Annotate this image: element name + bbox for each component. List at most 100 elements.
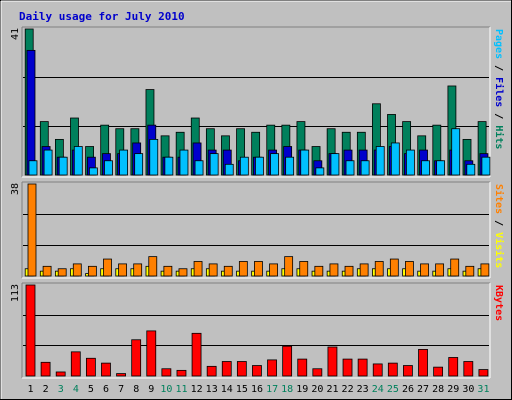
bar-pages-day-26	[406, 149, 415, 176]
day-label-24: 24	[372, 384, 384, 395]
day-label-5: 5	[88, 384, 94, 395]
panel-2-legend: KBytes	[493, 285, 504, 321]
bar-kbytes-day-1	[25, 284, 36, 377]
bar-pages-day-18	[285, 156, 295, 176]
bar-sites-day-26	[405, 261, 414, 277]
bar-kbytes-day-17	[267, 359, 277, 377]
bar-pages-day-13	[209, 153, 219, 176]
bar-kbytes-day-30	[463, 361, 474, 377]
day-label-2: 2	[43, 384, 49, 395]
panel-0-legend-item: Pages	[493, 29, 504, 59]
bar-sites-day-23	[359, 263, 369, 277]
bar-pages-day-12	[194, 160, 204, 176]
bar-kbytes-day-7	[116, 373, 126, 377]
day-label-18: 18	[281, 384, 293, 395]
panel-0-legend-item: /	[493, 107, 504, 125]
bar-kbytes-day-16	[252, 365, 262, 377]
bar-sites-day-24	[374, 261, 384, 277]
bar-sites-day-4	[72, 263, 82, 277]
bar-pages-day-24	[375, 146, 385, 176]
panel-0-ymax-label: 41	[10, 28, 21, 40]
bar-sites-day-1	[27, 183, 37, 277]
day-label-16: 16	[251, 384, 263, 395]
day-label-12: 12	[191, 384, 203, 395]
chart-title: Daily usage for July 2010	[19, 10, 185, 23]
day-label-14: 14	[221, 384, 233, 395]
bar-pages-day-19	[300, 149, 310, 176]
bar-pages-day-16	[255, 156, 264, 176]
day-label-4: 4	[73, 384, 79, 395]
panel-0-legend-item: Hits	[493, 125, 505, 149]
bar-sites-day-21	[329, 263, 339, 277]
bar-sites-day-25	[389, 258, 399, 277]
bar-kbytes-day-9	[146, 330, 157, 377]
panel-1-legend-item: Visits	[493, 232, 505, 268]
bar-kbytes-day-23	[357, 358, 368, 377]
bar-pages-day-6	[104, 160, 113, 176]
bar-pages-day-22	[345, 160, 355, 176]
bar-pages-day-28	[436, 160, 446, 176]
bar-pages-day-7	[119, 149, 128, 176]
bar-sites-day-18	[284, 256, 294, 277]
day-label-11: 11	[175, 384, 187, 395]
day-label-13: 13	[206, 384, 218, 395]
bar-kbytes-day-22	[342, 358, 353, 377]
bar-sites-day-22	[344, 265, 354, 277]
bar-sites-day-10	[163, 265, 173, 277]
bar-pages-day-25	[390, 142, 400, 176]
bar-sites-day-7	[118, 263, 127, 277]
bar-sites-day-28	[435, 263, 445, 277]
day-label-31: 31	[477, 384, 489, 395]
bar-pages-day-10	[164, 156, 174, 176]
panel-1-legend-item: /	[493, 214, 504, 232]
day-label-10: 10	[160, 384, 172, 395]
day-label-1: 1	[28, 384, 34, 395]
bar-kbytes-day-29	[448, 357, 459, 377]
bar-kbytes-day-13	[206, 365, 217, 377]
bar-sites-day-19	[299, 261, 309, 277]
bar-sites-day-6	[103, 258, 112, 277]
panel-0-legend-item: Files	[493, 77, 505, 107]
day-label-22: 22	[342, 384, 354, 395]
bar-sites-day-31	[480, 263, 490, 277]
panel-1-ymax-label: 38	[10, 183, 21, 195]
bar-kbytes-day-26	[403, 365, 413, 377]
bar-files-day-1	[26, 49, 36, 176]
bar-pages-day-17	[270, 153, 279, 176]
bar-sites-day-12	[193, 261, 203, 277]
bar-pages-day-30	[466, 163, 476, 176]
bar-kbytes-day-11	[176, 369, 187, 377]
day-label-23: 23	[357, 384, 369, 395]
bar-kbytes-day-8	[131, 339, 142, 377]
bar-sites-day-8	[133, 263, 143, 277]
day-label-19: 19	[296, 384, 308, 395]
bar-pages-day-31	[481, 156, 491, 176]
panel-0-legend: Pages / Files / Hits	[493, 29, 505, 149]
bar-sites-day-9	[148, 256, 158, 277]
bar-kbytes-day-10	[161, 368, 172, 377]
bar-sites-day-3	[57, 268, 67, 277]
bar-kbytes-day-25	[387, 362, 398, 377]
bar-kbytes-day-12	[191, 332, 202, 377]
day-label-30: 30	[462, 384, 474, 395]
bar-kbytes-day-18	[282, 345, 293, 377]
bar-kbytes-day-24	[372, 363, 383, 377]
day-label-20: 20	[311, 384, 323, 395]
panel-1-legend-item: Sites	[493, 184, 505, 214]
bar-kbytes-day-20	[312, 368, 323, 377]
day-label-8: 8	[133, 384, 139, 395]
bar-sites-day-27	[420, 263, 429, 277]
day-label-9: 9	[148, 384, 154, 395]
day-label-21: 21	[326, 384, 338, 395]
bar-kbytes-day-3	[55, 371, 66, 377]
day-label-28: 28	[432, 384, 444, 395]
bar-pages-day-29	[451, 128, 461, 176]
day-label-26: 26	[402, 384, 414, 395]
bar-pages-day-2	[43, 149, 53, 176]
bar-kbytes-day-6	[101, 362, 111, 377]
panel-2-ymax-label: 113	[10, 284, 21, 302]
bar-kbytes-day-27	[418, 349, 428, 377]
bar-sites-day-15	[238, 261, 248, 277]
